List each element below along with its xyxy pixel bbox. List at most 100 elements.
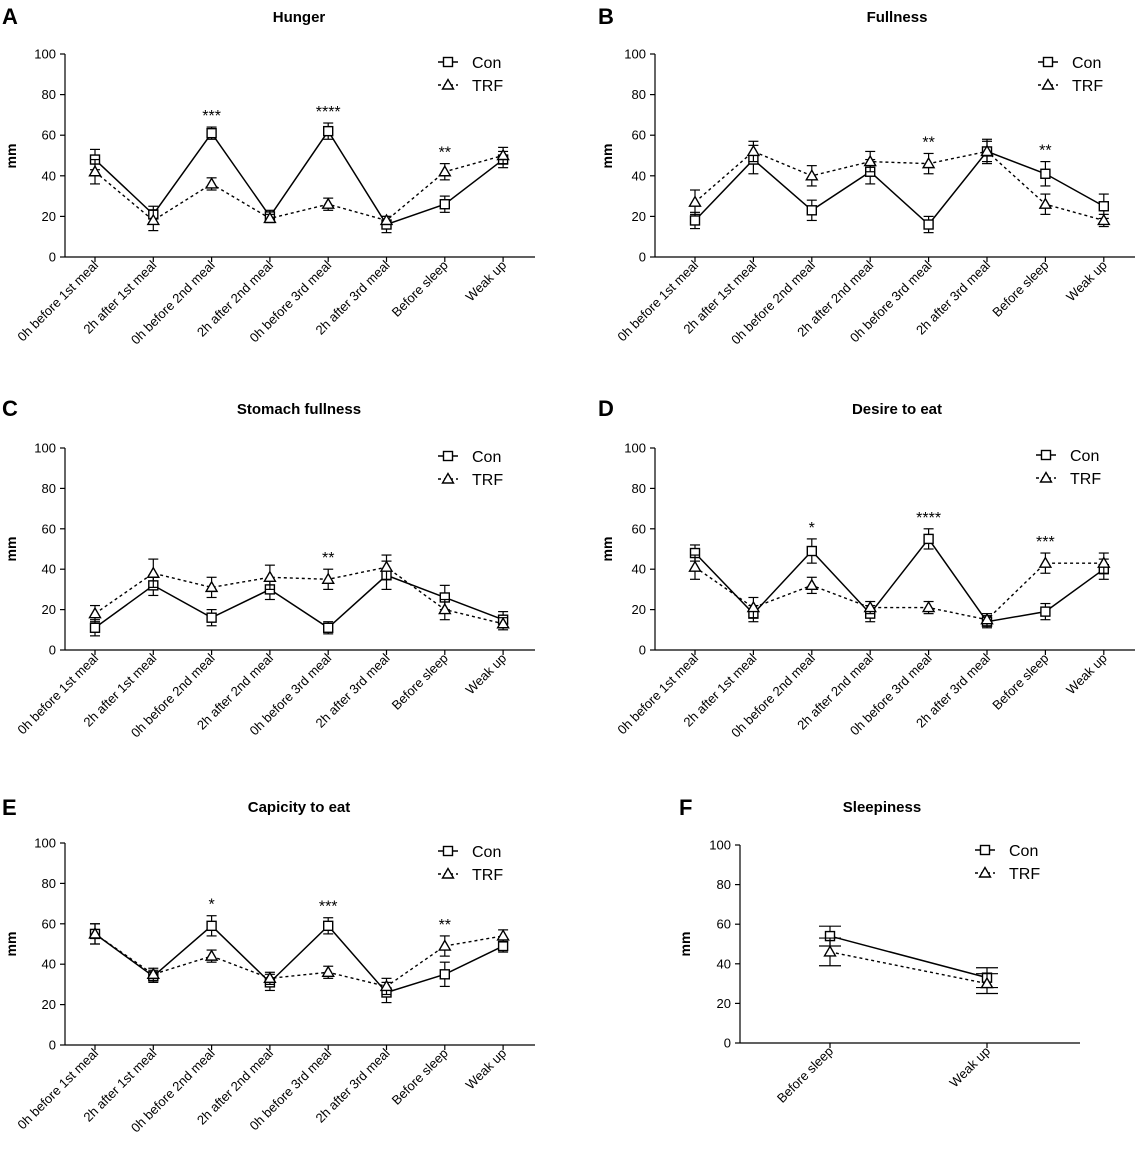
data-point-trf [746, 600, 761, 613]
series-trf [688, 552, 1111, 627]
legend-marker-con [442, 450, 454, 462]
data-point-trf [88, 164, 102, 177]
series-line-con [94, 129, 504, 226]
series-line-trf [694, 150, 1104, 222]
y-tick-label: 80 [42, 481, 56, 496]
data-point-trf [146, 213, 161, 226]
legend-marker-trf [441, 78, 455, 90]
series-con [819, 925, 998, 989]
data-point-trf [379, 979, 394, 992]
y-tick-label: 60 [632, 128, 646, 143]
legend: Con TRF [438, 449, 503, 489]
data-point-trf [88, 606, 102, 619]
x-tick-label-before-sleep: Before sleep [989, 651, 1051, 713]
legend-label-con: Con [472, 55, 501, 72]
legend-marker-con [979, 844, 991, 856]
x-tick-label-before-sleep: Before sleep [989, 258, 1051, 320]
legend-label-trf: TRF [1072, 78, 1103, 95]
legend-label-trf: TRF [472, 867, 503, 884]
data-point-trf [1097, 213, 1111, 226]
data-point-trf [688, 195, 702, 207]
series-line-con [94, 924, 504, 994]
x-tick-label-before-sleep: Before sleep [389, 258, 451, 320]
y-tick-label: 40 [632, 168, 646, 183]
legend-label-con: Con [472, 449, 501, 466]
series-line-trf [94, 154, 504, 222]
data-point-trf [263, 570, 277, 582]
data-point-trf [921, 156, 936, 169]
legend: Con TRF [1038, 55, 1103, 95]
x-tick-label-weak-up: Weak up [1063, 651, 1110, 698]
series-trf [88, 923, 510, 996]
data-point-con [206, 612, 217, 623]
x-tick-label-before-sleep: Before sleep [774, 1044, 836, 1106]
legend-label-trf: TRF [472, 78, 503, 95]
data-point-trf [438, 602, 452, 615]
data-point-trf [980, 612, 994, 625]
legend-marker-con [1042, 56, 1054, 68]
panel-letter: A [2, 4, 18, 29]
data-point-con [439, 969, 450, 980]
data-point-trf [805, 578, 819, 591]
y-tick-label: 80 [717, 877, 731, 892]
panel-letter: C [2, 396, 18, 421]
x-tick-label-weak-up: Weak up [462, 258, 509, 305]
y-tick-label: 0 [49, 643, 56, 658]
data-point-trf [746, 144, 761, 157]
panel-title: Desire to eat [852, 401, 942, 418]
data-point-trf [1097, 556, 1111, 568]
data-point-trf [321, 197, 335, 209]
legend-marker-trf [1039, 471, 1053, 483]
legend-label-con: Con [1070, 448, 1099, 465]
y-tick-label: 40 [632, 562, 646, 577]
y-tick-label: 80 [42, 87, 56, 102]
data-point-con [923, 533, 934, 545]
data-point-con [439, 199, 450, 210]
data-point-con [323, 125, 334, 137]
y-tick-label: 60 [42, 916, 56, 931]
y-tick-label: 40 [42, 957, 56, 972]
data-point-con [1098, 201, 1110, 212]
data-point-con [806, 545, 817, 557]
panel-title: Capicity to eat [248, 799, 351, 816]
significance-marker: ** [1039, 143, 1051, 160]
legend-marker-con [442, 845, 454, 857]
series-line-trf [94, 933, 504, 988]
y-tick-label: 100 [624, 441, 646, 456]
y-tick-label: 0 [639, 250, 646, 265]
series-line-con [694, 150, 1105, 226]
y-tick-label: 100 [709, 838, 731, 853]
data-point-trf [863, 600, 877, 613]
legend-marker-con [442, 56, 454, 68]
y-axis-label: mm [599, 144, 615, 169]
x-tick-label-weak-up: Weak up [946, 1044, 993, 1091]
legend-label-trf: TRF [472, 472, 503, 489]
data-point-con [1040, 606, 1051, 617]
y-axis-label: mm [677, 932, 693, 957]
significance-marker: ** [922, 134, 934, 151]
data-point-trf [863, 154, 877, 167]
data-point-con [923, 219, 934, 230]
legend: Con TRF [975, 843, 1040, 883]
significance-marker: ** [322, 550, 334, 567]
series-trf [88, 146, 510, 232]
y-axis-label: mm [3, 144, 19, 169]
data-point-trf [263, 971, 277, 984]
significance-marker: * [809, 520, 815, 537]
data-point-trf [379, 560, 394, 572]
panel-title: Fullness [867, 9, 928, 26]
panel-letter: D [598, 396, 614, 421]
significance-marker: **** [316, 104, 341, 121]
data-point-trf [263, 211, 277, 224]
data-point-trf [321, 965, 335, 977]
y-tick-label: 0 [49, 1038, 56, 1053]
series-line-trf [94, 566, 504, 625]
data-point-trf [1038, 556, 1053, 568]
data-point-trf [805, 168, 819, 181]
legend-label-con: Con [472, 844, 501, 861]
legend-marker-trf [441, 472, 455, 484]
x-tick-label-weak-up: Weak up [462, 1046, 509, 1093]
y-tick-label: 0 [639, 643, 646, 658]
